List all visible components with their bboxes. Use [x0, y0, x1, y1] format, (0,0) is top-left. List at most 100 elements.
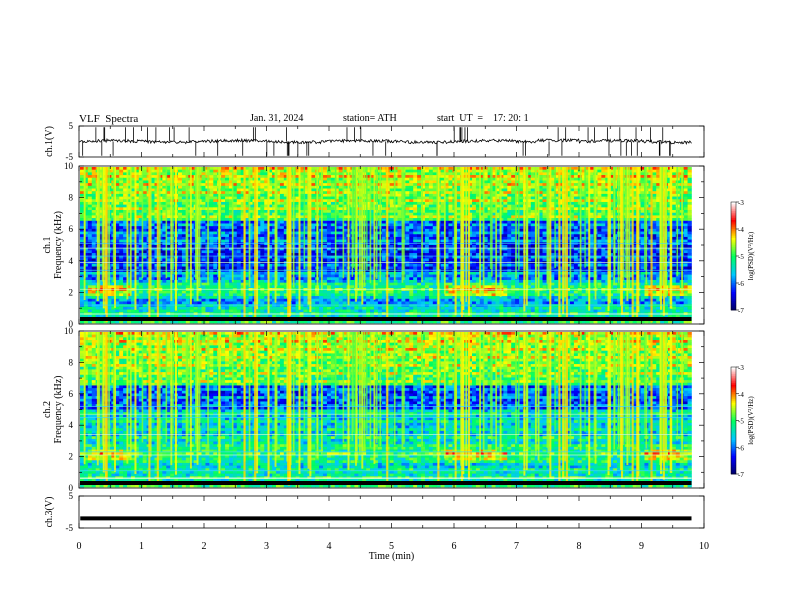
psd-cell — [303, 172, 308, 176]
psd-cell — [487, 234, 492, 238]
psd-cell — [240, 172, 245, 176]
psd-cell — [303, 201, 308, 205]
psd-cell — [491, 180, 496, 184]
psd-cell — [397, 210, 402, 214]
psd-cell — [244, 175, 249, 179]
psd-cell — [119, 185, 124, 189]
psd-cell — [507, 177, 512, 181]
psd-cell — [138, 210, 144, 214]
psd-cell — [209, 234, 214, 238]
psd-cell — [471, 207, 477, 211]
psd-cell — [448, 196, 453, 200]
psd-cell — [538, 175, 543, 179]
psd-cell — [456, 175, 461, 179]
psd-cell — [530, 177, 536, 181]
psd-cell — [127, 175, 132, 179]
psd-cell — [142, 183, 147, 187]
psd-cell — [550, 218, 555, 222]
psd-cell — [562, 183, 567, 187]
psd-cell — [538, 207, 543, 211]
psd-cell — [554, 207, 559, 211]
psd-cell — [487, 212, 492, 216]
psd-cell — [279, 231, 285, 235]
psd-cell — [566, 167, 571, 170]
psd-cell — [448, 212, 453, 216]
psd-cell — [671, 210, 677, 214]
psd-cell — [507, 228, 512, 232]
psd-cell — [127, 177, 132, 181]
psd-cell — [260, 193, 265, 197]
psd-cell — [248, 172, 253, 176]
psd-cell — [628, 215, 633, 219]
psd-cell — [483, 239, 488, 243]
psd-cell — [232, 215, 238, 219]
psd-cell — [338, 250, 343, 254]
psd-cell — [115, 183, 120, 187]
psd-cell — [471, 234, 477, 238]
psd-cell — [566, 185, 571, 189]
psd-cell — [370, 239, 375, 243]
psd-cell — [511, 172, 516, 176]
psd-cell — [330, 169, 336, 173]
psd-cell — [127, 228, 132, 232]
psd-cell — [683, 236, 688, 240]
psd-cell — [256, 188, 261, 192]
psd-cell — [381, 201, 387, 205]
psd-cell — [260, 188, 265, 192]
psd-cell — [413, 172, 418, 176]
psd-cell — [538, 201, 543, 205]
psd-cell — [244, 188, 249, 192]
psd-cell — [225, 193, 230, 197]
psd-cell — [515, 177, 520, 181]
psd-cell — [468, 212, 473, 216]
psd-cell — [468, 188, 473, 192]
psd-cell — [232, 250, 238, 254]
psd-cell — [232, 191, 238, 195]
psd-cell — [569, 185, 575, 189]
psd-cell — [515, 191, 520, 195]
psd-cell — [491, 210, 496, 214]
psd-cell — [573, 169, 579, 173]
psd-cell — [589, 218, 594, 222]
psd-cell — [275, 183, 281, 187]
psd-cell — [389, 169, 394, 173]
psd-cell — [299, 236, 304, 240]
psd-cell — [652, 185, 657, 189]
psd-cell — [115, 167, 120, 170]
psd-cell — [338, 226, 343, 230]
psd-cell — [413, 242, 418, 246]
psd-cell — [519, 196, 524, 200]
psd-cell — [283, 204, 289, 208]
psd-cell — [413, 226, 418, 230]
psd-cell — [526, 210, 532, 214]
psd-cell — [221, 220, 226, 224]
psd-cell — [330, 199, 336, 203]
psd-cell — [542, 228, 547, 232]
psd-cell — [601, 239, 606, 243]
psd-cell — [87, 180, 93, 184]
psd-cell — [542, 167, 547, 170]
psd-cell — [569, 207, 575, 211]
psd-cell — [138, 228, 144, 232]
psd-cell — [134, 234, 140, 238]
psd-cell — [597, 210, 602, 214]
psd-cell — [275, 239, 281, 243]
start-time-label: start UT = 17: 20: 1 — [437, 113, 529, 124]
psd-cell — [585, 185, 590, 189]
psd-cell — [428, 188, 434, 192]
psd-cell — [268, 215, 273, 219]
psd-cell — [573, 215, 579, 219]
psd-cell — [154, 175, 159, 179]
psd-cell — [326, 212, 332, 216]
psd-cell — [326, 196, 332, 200]
psd-cell — [232, 239, 238, 243]
psd-cell — [295, 193, 300, 197]
psd-cell — [83, 215, 89, 219]
psd-cell — [181, 223, 187, 227]
psd-cell — [272, 236, 277, 240]
psd-cell — [566, 172, 571, 176]
psd-cell — [225, 215, 230, 219]
psd-cell — [236, 183, 242, 187]
psd-cell — [530, 218, 536, 222]
psd-cell — [444, 183, 449, 187]
